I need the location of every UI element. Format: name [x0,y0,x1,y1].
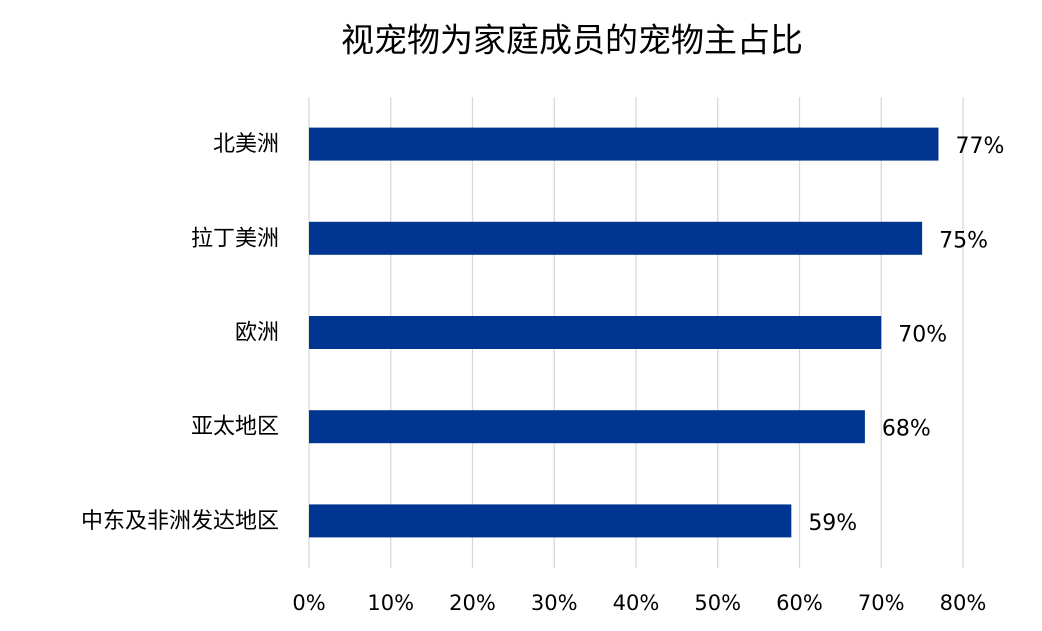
x-tick-label: 40% [613,591,660,615]
chart-title: 视宠物为家庭成员的宠物主占比 [341,21,803,60]
x-tick-label: 10% [367,591,414,615]
y-tick-label: 欧洲 [235,321,279,346]
bar [309,221,923,255]
bar [309,127,939,161]
y-tick-label: 中东及非洲发达地区 [81,509,279,534]
y-tick-label: 拉丁美洲 [191,226,279,251]
bar [309,504,792,538]
y-tick-label: 北美洲 [213,132,279,157]
x-tick-label: 20% [449,591,496,615]
value-label: 70% [898,323,947,348]
value-label: 75% [939,228,988,253]
x-tick-label: 70% [858,591,905,615]
x-tick-label: 30% [531,591,578,615]
bar [309,410,865,444]
y-tick-label: 亚太地区 [191,415,279,440]
x-tick-label: 60% [776,591,823,615]
x-tick-label: 50% [694,591,741,615]
value-label: 77% [955,134,1004,159]
value-label: 68% [882,417,931,442]
bar [309,316,882,349]
x-tick-label: 0% [292,591,325,615]
value-label: 59% [808,511,857,536]
x-tick-label: 80% [940,591,987,615]
